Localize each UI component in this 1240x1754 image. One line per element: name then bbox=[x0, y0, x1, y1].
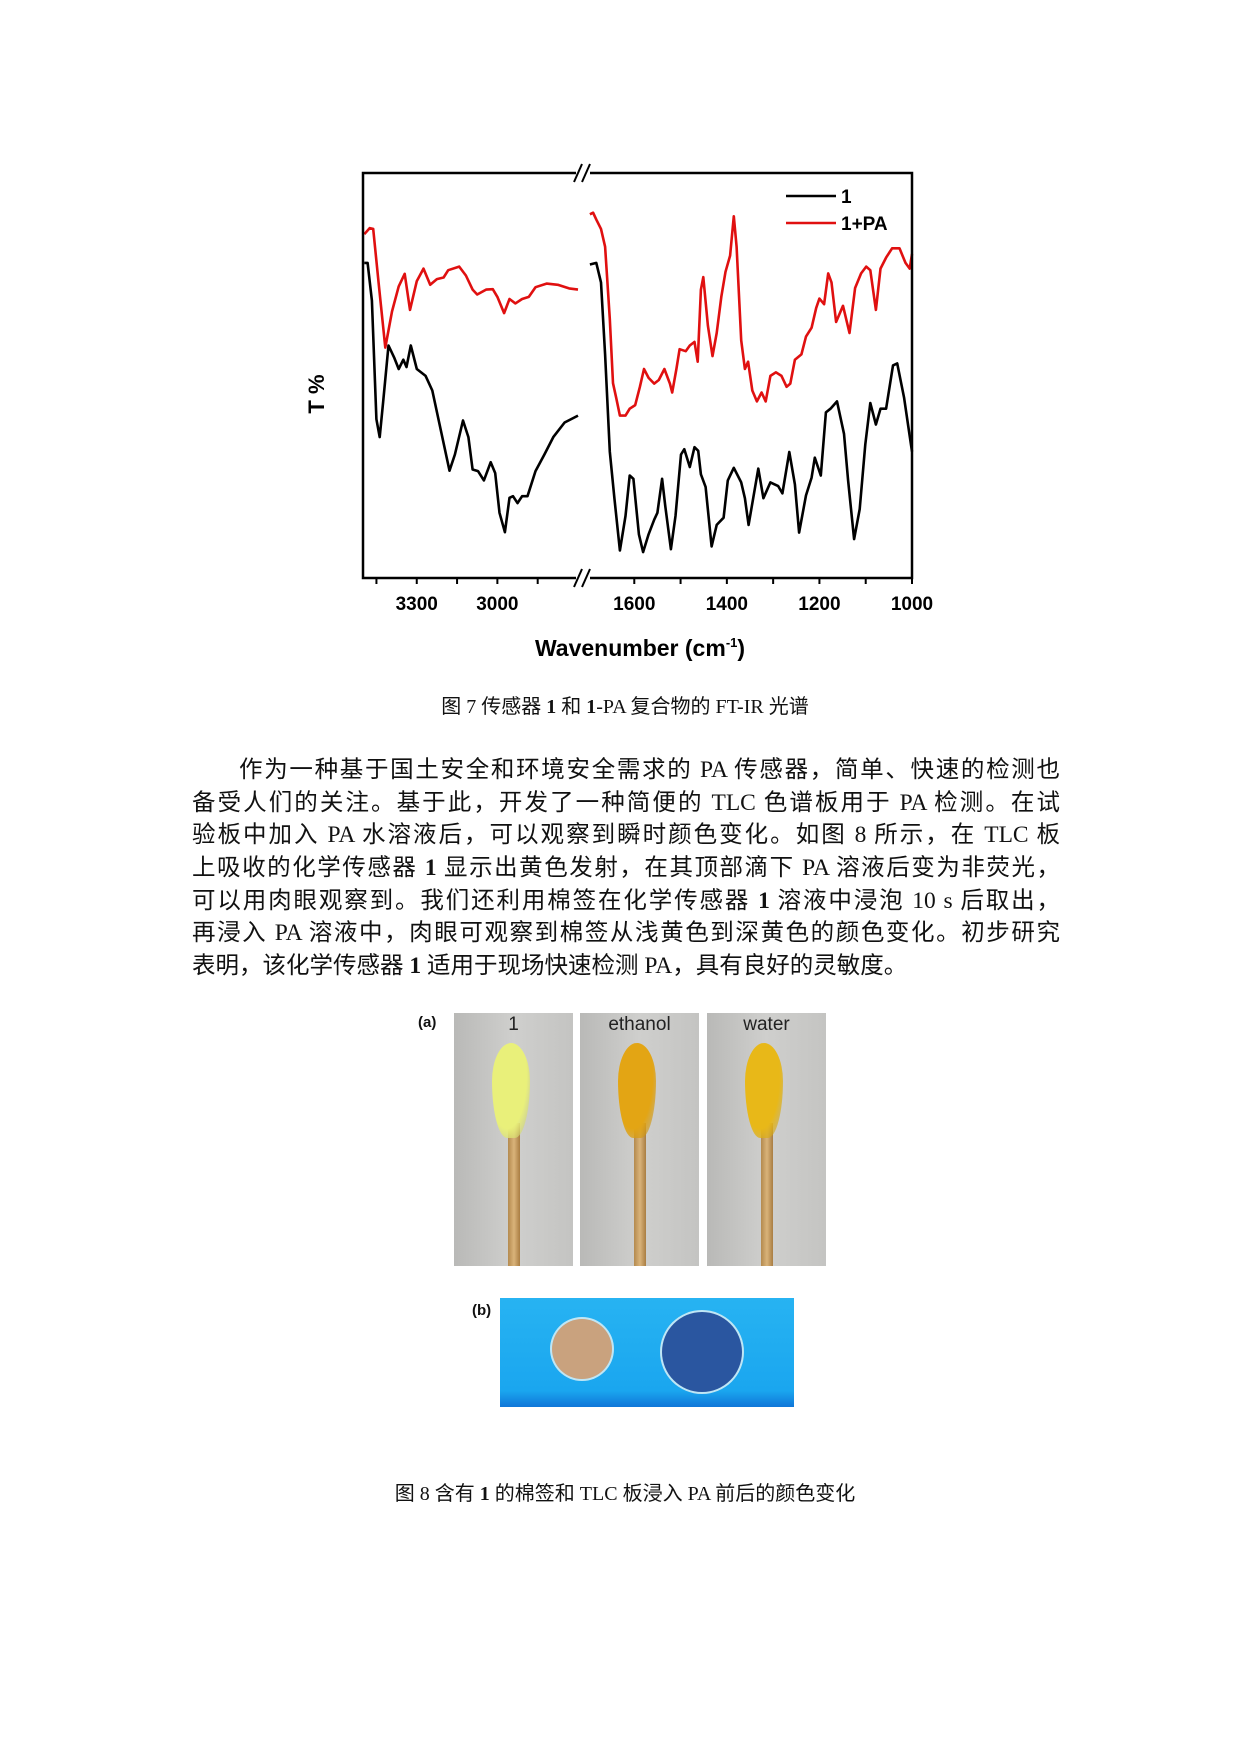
ftir-chart: 3300 3000 1600 1400 1200 1000 1 1+PA T % Wave… bbox=[304, 163, 933, 661]
legend-label-1: 1 bbox=[841, 187, 852, 208]
text-segment: 显示出黄色发射，在其顶部滴下 PA 溶液后变为非荧光， bbox=[436, 855, 1061, 882]
x-tick-label: 1400 bbox=[706, 594, 748, 615]
cotton-swab-photo: 1 bbox=[454, 1013, 573, 1266]
x-tick-label: 1200 bbox=[798, 594, 840, 615]
legend-label-2: 1+PA bbox=[841, 214, 888, 235]
text-segment: 图 8 含有 bbox=[394, 1483, 480, 1505]
x-axis-label: Wavenumber (cm-1) bbox=[535, 635, 745, 661]
legend: 1 1+PA bbox=[786, 187, 888, 235]
photo-label: 1 bbox=[508, 1014, 519, 1035]
x-axis-label-close: ) bbox=[737, 635, 745, 661]
tlc-spot-after bbox=[662, 1312, 742, 1392]
paragraph-line: 作为一种基于国土安全和环境安全需求的 PA 传感器，简单、快速的检测也 bbox=[192, 754, 1060, 787]
compound-number: 1 bbox=[546, 696, 557, 718]
paragraph-line: 上吸收的化学传感器 1 显示出黄色发射，在其顶部滴下 PA 溶液后变为非荧光， bbox=[192, 852, 1060, 885]
x-tick-label: 3300 bbox=[396, 594, 438, 615]
axis-break-mark bbox=[573, 568, 583, 588]
text-segment: 适用于现场快速检测 PA，具有良好的灵敏度。 bbox=[421, 953, 908, 980]
series-1-segment-2 bbox=[589, 261, 914, 554]
axis-break-mark bbox=[581, 163, 591, 183]
text-segment: 备受人们的关注。基于此，开发了一种简便的 TLC 色谱板用于 PA 检测。在试 bbox=[192, 789, 1060, 816]
series-1-pa-segment-1 bbox=[363, 226, 579, 349]
compound-number: 1 bbox=[424, 855, 437, 882]
paragraph-line: 再浸入 PA 溶液中，肉眼可观察到棉签从浅黄色到深黄色的颜色变化。初步研究 bbox=[192, 917, 1060, 950]
panel-b-label: (b) bbox=[472, 1302, 492, 1319]
photo-label: ethanol bbox=[608, 1014, 671, 1035]
axis-break-mark bbox=[573, 163, 583, 183]
swab-stick bbox=[761, 1123, 773, 1266]
text-segment: 作为一种基于国土安全和环境安全需求的 PA 传感器，简单、快速的检测也 bbox=[239, 757, 1060, 783]
figure7-caption: 图 7 传感器 1 和 1-PA 复合物的 FT-IR 光谱 bbox=[0, 690, 1240, 719]
photo-label: water bbox=[743, 1014, 790, 1035]
swab-stick bbox=[508, 1123, 520, 1266]
text-segment: 和 bbox=[556, 696, 587, 718]
cotton-swab-photo: ethanol bbox=[580, 1013, 699, 1266]
x-tick-label: 3000 bbox=[476, 594, 518, 615]
tlc-plate-image bbox=[500, 1298, 794, 1407]
swab-tip bbox=[618, 1043, 656, 1138]
figure8-caption: 图 8 含有 1 的棉签和 TLC 板浸入 PA 前后的颜色变化 bbox=[0, 1477, 1240, 1506]
compound-number: 1 bbox=[586, 696, 597, 718]
text-segment: 溶液中浸泡 10 s 后取出， bbox=[769, 887, 1060, 914]
panel-a-label: (a) bbox=[418, 1014, 437, 1031]
cotton-swab-photo: water bbox=[707, 1013, 826, 1266]
swab-tip bbox=[745, 1043, 783, 1138]
text-segment: 可以用肉眼观察到。我们还利用棉签在化学传感器 bbox=[192, 887, 759, 914]
swab-tip bbox=[492, 1043, 530, 1138]
compound-number: 1 bbox=[409, 953, 422, 980]
text-segment: 上吸收的化学传感器 bbox=[192, 855, 425, 882]
compound-number: 1 bbox=[758, 887, 770, 914]
x-axis-label-sup: -1 bbox=[726, 635, 738, 650]
plot-frame bbox=[361, 171, 914, 580]
tlc-spot-before bbox=[552, 1319, 612, 1379]
paragraph-line: 备受人们的关注。基于此，开发了一种简便的 TLC 色谱板用于 PA 检测。在试 bbox=[192, 787, 1060, 820]
x-axis-label-text: Wavenumber (cm bbox=[535, 635, 726, 661]
series-1-pa-segment-2 bbox=[589, 211, 914, 417]
paragraph-line: 可以用肉眼观察到。我们还利用棉签在化学传感器 1 溶液中浸泡 10 s 后取出， bbox=[192, 885, 1060, 918]
text-segment: 验板中加入 PA 水溶液后，可以观察到瞬时颜色变化。如图 8 所示，在 TLC … bbox=[192, 822, 1060, 849]
x-tick-label: 1000 bbox=[891, 594, 933, 615]
y-axis-label: T % bbox=[304, 374, 329, 413]
text-segment: 表明，该化学传感器 bbox=[192, 953, 410, 980]
paragraph-line: 验板中加入 PA 水溶液后，可以观察到瞬时颜色变化。如图 8 所示，在 TLC … bbox=[192, 819, 1060, 852]
text-segment: -PA 复合物的 FT-IR 光谱 bbox=[596, 696, 809, 718]
x-tick-label: 1600 bbox=[613, 594, 655, 615]
swab-stick bbox=[634, 1123, 646, 1266]
axis-break-mark bbox=[581, 568, 591, 588]
text-segment: 图 7 传感器 bbox=[441, 696, 547, 718]
text-segment: 的棉签和 TLC 板浸入 PA 前后的颜色变化 bbox=[489, 1483, 856, 1505]
paragraph-line: 表明，该化学传感器 1 适用于现场快速检测 PA，具有良好的灵敏度。 bbox=[192, 950, 1060, 983]
text-segment: 再浸入 PA 溶液中，肉眼可观察到棉签从浅黄色到深黄色的颜色变化。初步研究 bbox=[192, 920, 1060, 947]
compound-number: 1 bbox=[479, 1483, 490, 1505]
body-paragraph: 作为一种基于国土安全和环境安全需求的 PA 传感器，简单、快速的检测也备受人们的… bbox=[192, 754, 1060, 983]
series-1-segment-1 bbox=[364, 261, 579, 534]
